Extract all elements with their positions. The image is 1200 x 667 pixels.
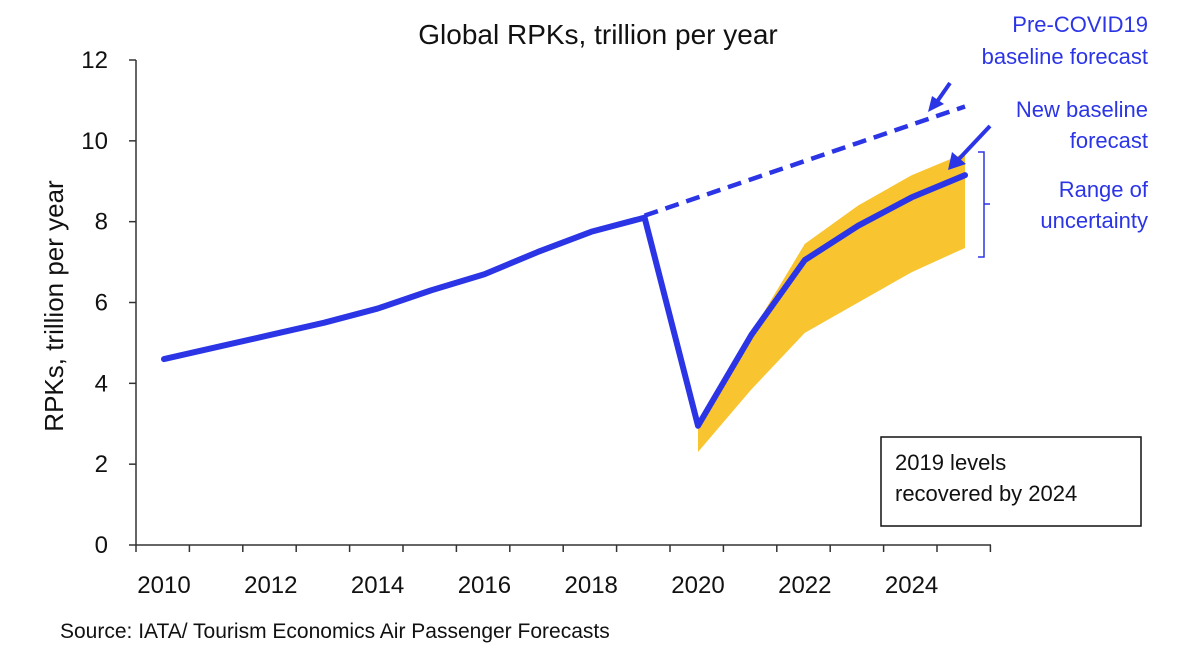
- chart-title: Global RPKs, trillion per year: [418, 19, 777, 50]
- annotation-pre-covid-line-2: baseline forecast: [982, 44, 1148, 69]
- y-tick-label: 0: [95, 532, 108, 559]
- y-tick-label: 6: [95, 290, 108, 317]
- y-tick-label: 12: [81, 47, 108, 74]
- recovery-note-box: [880, 436, 1142, 527]
- new-baseline-arrow: [956, 124, 992, 162]
- x-tick-label: 2010: [137, 572, 190, 599]
- source-note: Source: IATA/ Tourism Economics Air Pass…: [60, 620, 610, 643]
- axes-layer: 0 2 4 6 8 10 12 2010 2012 2014 2016 2018 2020 2022 202…: [81, 47, 992, 599]
- recovery-note-line-1: 2019 levels: [895, 450, 1006, 475]
- recovery-note-line-2: recovered by 2024: [895, 481, 1077, 506]
- uncertainty-range-layer: [698, 152, 965, 453]
- x-tick-label: 2024: [885, 572, 938, 599]
- x-tick-label: 2012: [244, 572, 297, 599]
- x-tick-label: 2014: [351, 572, 404, 599]
- pre-covid-arrowhead: [928, 96, 944, 112]
- new-baseline-arrowhead: [948, 152, 966, 170]
- x-tick-label: 2022: [778, 572, 831, 599]
- x-tick-label: 2020: [671, 572, 724, 599]
- annotation-new-baseline-line-1: New baseline: [1016, 97, 1148, 122]
- new-baseline-line: [161, 172, 968, 429]
- uncertainty-band: [698, 152, 965, 453]
- annotations-layer: Pre-COVID19 baseline forecast New baseli…: [880, 12, 1149, 527]
- y-axis-label: RPKs, trillion per year: [39, 180, 69, 432]
- annotation-range-line-2: uncertainty: [1040, 208, 1148, 233]
- annotation-new-baseline-line-2: forecast: [1070, 128, 1148, 153]
- annotation-pre-covid-line-1: Pre-COVID19: [1012, 12, 1148, 37]
- pre-covid-forecast-line: [643, 104, 966, 218]
- y-tick-label: 10: [81, 128, 108, 155]
- range-bracket: [978, 151, 990, 258]
- x-tick-label: 2016: [458, 572, 511, 599]
- y-tick-label: 2: [95, 451, 108, 478]
- series-layer: [161, 104, 968, 429]
- y-tick-label: 8: [95, 209, 108, 236]
- annotation-range-line-1: Range of: [1059, 177, 1149, 202]
- y-tick-label: 4: [95, 370, 108, 397]
- x-tick-label: 2018: [565, 572, 618, 599]
